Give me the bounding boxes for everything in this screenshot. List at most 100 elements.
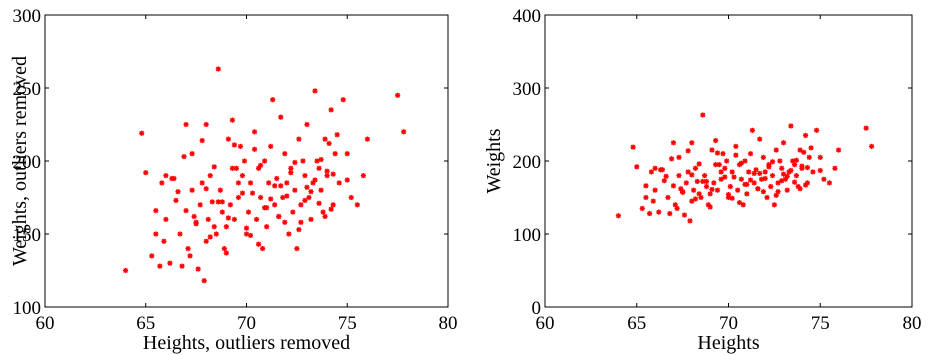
- data-point: [316, 165, 322, 171]
- data-point: [264, 205, 270, 211]
- data-point: [832, 165, 838, 171]
- data-point: [802, 132, 809, 139]
- data-point: [762, 169, 768, 175]
- data-point: [282, 219, 288, 225]
- data-point: [757, 170, 763, 177]
- data-point: [692, 196, 699, 202]
- data-point: [836, 147, 842, 153]
- data-point: [215, 66, 221, 72]
- data-point: [817, 167, 823, 174]
- data-point: [249, 190, 256, 196]
- data-point: [203, 238, 209, 244]
- data-point: [298, 219, 304, 225]
- data-point: [153, 231, 159, 237]
- data-point: [344, 177, 350, 183]
- data-point: [736, 200, 743, 206]
- data-point: [229, 165, 235, 171]
- data-point: [225, 215, 231, 221]
- data-point: [322, 213, 328, 220]
- data-point: [284, 193, 290, 199]
- data-point: [207, 234, 213, 240]
- x-tick-label: 80: [903, 313, 922, 334]
- data-point: [670, 183, 677, 189]
- data-point: [191, 213, 197, 220]
- data-point: [687, 218, 693, 224]
- data-point: [742, 158, 748, 164]
- data-point: [674, 205, 680, 212]
- data-point: [183, 121, 189, 128]
- data-point: [344, 151, 350, 157]
- data-point: [757, 136, 763, 142]
- data-point: [746, 169, 752, 175]
- data-point: [258, 194, 264, 201]
- data-point: [274, 175, 280, 182]
- data-point: [143, 170, 149, 176]
- data-point: [163, 216, 169, 222]
- data-point: [258, 162, 264, 168]
- data-point: [340, 97, 346, 103]
- data-point: [788, 167, 794, 174]
- data-point: [189, 151, 195, 157]
- data-point: [780, 171, 787, 177]
- data-point: [217, 187, 223, 193]
- data-point: [630, 144, 636, 150]
- data-point: [318, 187, 324, 193]
- data-point: [777, 158, 783, 164]
- data-point: [713, 162, 719, 168]
- data-point: [288, 170, 294, 176]
- data-point: [700, 112, 706, 118]
- data-point: [223, 250, 229, 256]
- data-point: [348, 194, 354, 201]
- data-point: [676, 173, 682, 179]
- data-point: [262, 158, 268, 164]
- data-point: [727, 183, 733, 190]
- data-point: [324, 173, 330, 179]
- data-point: [282, 151, 288, 157]
- data-point: [773, 192, 779, 198]
- data-point: [247, 180, 254, 186]
- data-point: [689, 172, 695, 178]
- data-point: [312, 88, 318, 94]
- x-tick-label: 65: [627, 313, 646, 334]
- data-point: [302, 197, 308, 204]
- data-point: [738, 176, 744, 182]
- data-point: [227, 202, 233, 208]
- data-point: [817, 154, 823, 160]
- chart-right: 60 65 70 75 80 0 100 200 300 400 Heights Weights: [483, 6, 922, 354]
- data-point: [179, 263, 185, 269]
- data-point: [707, 191, 713, 197]
- data-point: [173, 197, 179, 204]
- data-point: [266, 180, 272, 186]
- data-point: [209, 199, 215, 205]
- data-point: [714, 150, 721, 156]
- data-point: [760, 154, 766, 160]
- data-point: [714, 187, 721, 193]
- data-point: [769, 173, 776, 179]
- data-point: [634, 164, 640, 170]
- data-point: [326, 140, 332, 147]
- chart-left: 60 65 70 75 80 100 150 200 250 300 Heights, outlie…: [9, 6, 458, 354]
- data-point: [709, 147, 715, 153]
- data-point: [211, 224, 217, 230]
- data-point: [251, 146, 258, 152]
- data-point: [661, 178, 667, 184]
- data-point: [354, 202, 360, 208]
- y-tick-label: 200: [513, 152, 542, 173]
- data-point: [797, 186, 803, 192]
- data-point: [233, 165, 240, 171]
- data-point: [235, 180, 242, 186]
- data-point: [203, 186, 209, 192]
- data-point: [775, 180, 781, 186]
- data-point: [157, 263, 163, 269]
- data-point: [161, 238, 167, 244]
- data-point: [806, 154, 812, 160]
- data-point: [744, 191, 750, 197]
- data-point: [253, 216, 260, 222]
- y-axis-label: Weights: [483, 128, 505, 193]
- data-point: [768, 183, 774, 190]
- data-point: [205, 216, 211, 222]
- data-point: [703, 178, 710, 185]
- data-point: [665, 194, 671, 201]
- data-point: [334, 132, 340, 138]
- data-point: [685, 169, 691, 175]
